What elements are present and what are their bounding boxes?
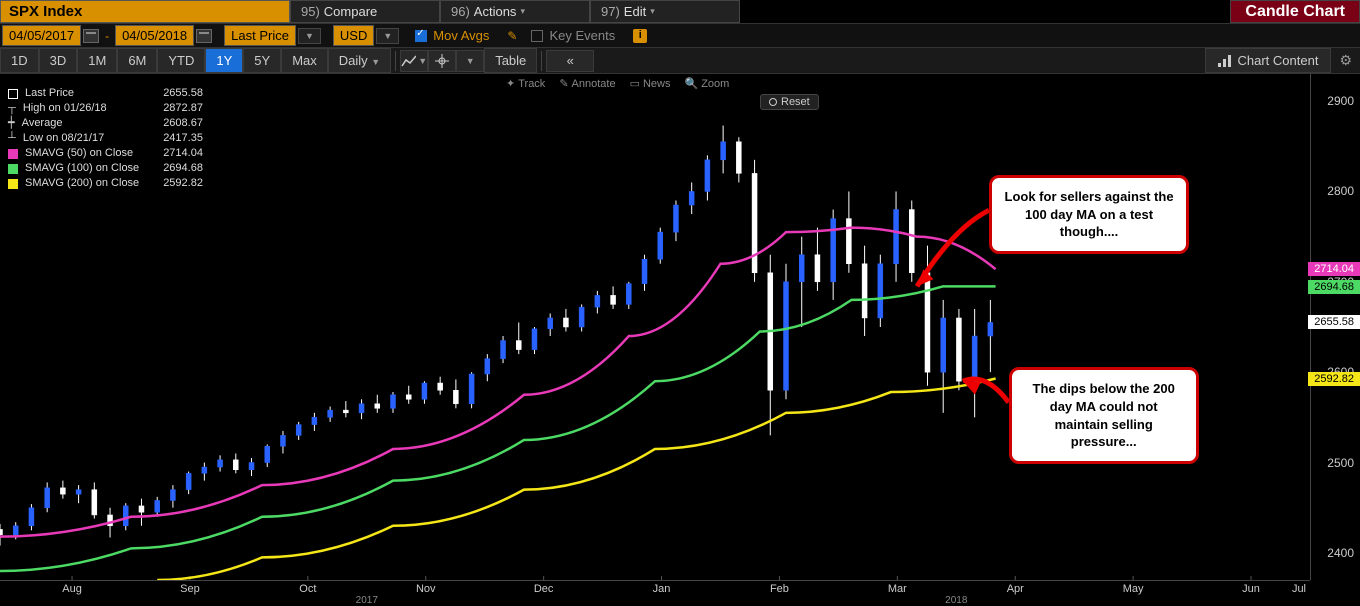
timeframe-1d[interactable]: 1D <box>0 48 39 73</box>
reset-button[interactable]: Reset <box>760 94 819 110</box>
x-tick: Dec <box>534 583 554 595</box>
legend: Last Price2655.58┬ High on 01/26/182872.… <box>8 86 203 191</box>
y-tick: 2400 <box>1327 546 1354 560</box>
price-marker: 2694.68 <box>1308 280 1360 294</box>
collapse-icon[interactable]: « <box>546 50 594 72</box>
chart-subtools: ✦ Track ✎ Annotate ▭ News 🔍 Zoom <box>500 76 735 91</box>
legend-row: SMAVG (50) on Close 2714.04 <box>8 146 203 161</box>
x-year: 2018 <box>945 595 967 606</box>
x-year: 2017 <box>356 595 378 606</box>
ticker-input[interactable]: SPX Index <box>0 0 290 23</box>
x-tick: May <box>1123 583 1144 595</box>
keyevents-label: Key Events <box>545 28 619 43</box>
gear-icon[interactable]: ⚙ <box>1339 52 1352 69</box>
annotation-box: Look for sellers against the 100 day MA … <box>989 175 1189 254</box>
legend-value: 2694.68 <box>143 161 203 176</box>
legend-value: 2655.58 <box>143 86 203 101</box>
calendar-icon[interactable] <box>196 29 212 43</box>
legend-row: SMAVG (100) on Close 2694.68 <box>8 161 203 176</box>
legend-label: SMAVG (200) on Close <box>22 176 139 191</box>
legend-label: SMAVG (50) on Close <box>22 146 133 161</box>
top-bar: SPX Index 95) Compare96) Actions ▾97) Ed… <box>0 0 1360 24</box>
x-tick: Aug <box>62 583 82 595</box>
field-dd[interactable]: ▼ <box>298 28 321 44</box>
x-tick: Apr <box>1007 583 1024 595</box>
timeframe-ytd[interactable]: YTD <box>157 48 205 73</box>
menu-compare[interactable]: 95) Compare <box>290 0 440 23</box>
timeframe-1m[interactable]: 1M <box>77 48 117 73</box>
crosshair-icon[interactable] <box>428 50 456 72</box>
menu-actions[interactable]: 96) Actions ▾ <box>440 0 590 23</box>
interval-select[interactable]: Daily ▼ <box>328 48 391 73</box>
zoom-tool[interactable]: 🔍 Zoom <box>679 76 736 91</box>
legend-value: 2608.67 <box>143 116 203 131</box>
legend-value: 2714.04 <box>143 146 203 161</box>
chart-area: Look for sellers against the 100 day MA … <box>0 74 1360 604</box>
legend-row: ┿ Average2608.67 <box>8 116 203 131</box>
currency-dd[interactable]: ▼ <box>376 28 399 44</box>
chart-type-icon[interactable]: ▼ <box>400 50 428 72</box>
field-select[interactable]: Last Price <box>224 25 296 46</box>
timeframe-row: 1D3D1M6MYTD1Y5YMax Daily ▼ ▼ ▼ Table « C… <box>0 48 1360 74</box>
table-button[interactable]: Table <box>484 48 537 73</box>
date-to-input[interactable]: 04/05/2018 <box>115 25 194 46</box>
dd-icon[interactable]: ▼ <box>456 50 484 72</box>
x-tick: Sep <box>180 583 200 595</box>
edit-icon[interactable]: ✎ <box>507 29 517 43</box>
y-tick: 2800 <box>1327 184 1354 198</box>
legend-label: Last Price <box>22 86 74 101</box>
controls-row: 04/05/2017 - 04/05/2018 Last Price ▼ USD… <box>0 24 1360 48</box>
calendar-icon[interactable] <box>83 29 99 43</box>
legend-label: High on 01/26/18 <box>20 101 107 116</box>
legend-value: 2872.87 <box>143 101 203 116</box>
currency-select[interactable]: USD <box>333 25 374 46</box>
legend-value: 2592.82 <box>143 176 203 191</box>
legend-row: SMAVG (200) on Close 2592.82 <box>8 176 203 191</box>
x-tick: Oct <box>299 583 316 595</box>
price-marker: 2655.58 <box>1308 315 1360 329</box>
chart-title: Candle Chart <box>1230 0 1360 23</box>
legend-value: 2417.35 <box>143 131 203 146</box>
annotate-tool[interactable]: ✎ Annotate <box>553 76 621 91</box>
date-dash: - <box>101 29 113 43</box>
y-tick: 2500 <box>1327 456 1354 470</box>
date-from-input[interactable]: 04/05/2017 <box>2 25 81 46</box>
x-tick: Jan <box>653 583 671 595</box>
movavgs-label: Mov Avgs <box>429 28 493 43</box>
timeframe-max[interactable]: Max <box>281 48 328 73</box>
annotation-box: The dips below the 200 day MA could not … <box>1009 367 1199 463</box>
timeframe-5y[interactable]: 5Y <box>243 48 281 73</box>
y-axis: 2400250026002700280029002714.042694.6826… <box>1310 74 1360 580</box>
chart-content-button[interactable]: Chart Content <box>1205 48 1332 73</box>
keyevents-checkbox[interactable] <box>531 30 543 42</box>
legend-label: Low on 08/21/17 <box>20 131 104 146</box>
x-tick: Mar <box>888 583 907 595</box>
legend-label: SMAVG (100) on Close <box>22 161 139 176</box>
y-tick: 2900 <box>1327 94 1354 108</box>
legend-label: Average <box>19 116 63 131</box>
x-tick: Feb <box>770 583 789 595</box>
track-tool[interactable]: ✦ Track <box>500 76 551 91</box>
news-tool[interactable]: ▭ News <box>624 76 677 91</box>
legend-row: ┴ Low on 08/21/172417.35 <box>8 131 203 146</box>
timeframe-6m[interactable]: 6M <box>117 48 157 73</box>
price-marker: 2592.82 <box>1308 372 1360 386</box>
legend-row: ┬ High on 01/26/182872.87 <box>8 101 203 116</box>
movavgs-checkbox[interactable] <box>415 30 427 42</box>
x-tick: Jun <box>1242 583 1260 595</box>
x-tick: Nov <box>416 583 436 595</box>
x-axis: Aug Sep Oct Nov Dec Jan Feb Mar Apr May Jun Jul 2017… <box>0 580 1310 604</box>
timeframe-3d[interactable]: 3D <box>39 48 78 73</box>
info-icon[interactable]: i <box>633 29 647 43</box>
price-marker: 2714.04 <box>1308 262 1360 276</box>
timeframe-1y[interactable]: 1Y <box>205 48 243 73</box>
x-tick: Jul <box>1292 583 1306 595</box>
legend-row: Last Price 2655.58 <box>8 86 203 101</box>
menu-edit[interactable]: 97) Edit ▾ <box>590 0 740 23</box>
